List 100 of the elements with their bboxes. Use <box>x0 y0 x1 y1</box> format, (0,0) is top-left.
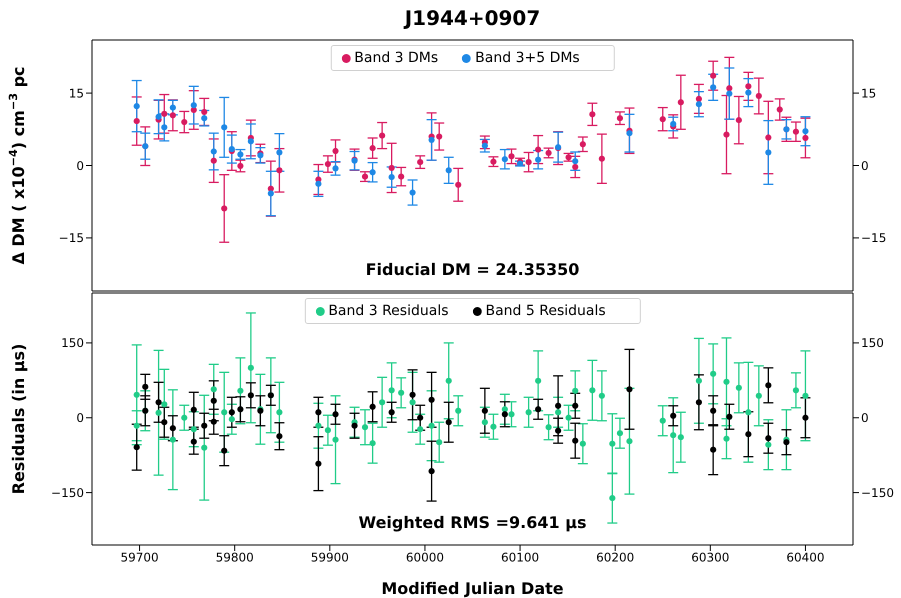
point <box>268 190 274 197</box>
y2-tick-label: 150 <box>861 336 884 350</box>
x-tick-label: 60000 <box>406 550 444 565</box>
point <box>428 468 435 474</box>
point <box>332 411 339 418</box>
legend-label: Band 3 DMs <box>354 50 438 66</box>
point <box>765 435 772 442</box>
chart-title: J1944+0907 <box>402 6 542 30</box>
point <box>802 414 809 421</box>
point <box>502 411 508 418</box>
point <box>745 83 752 90</box>
point <box>351 422 358 429</box>
point <box>660 116 666 122</box>
point <box>546 150 552 156</box>
point <box>670 120 676 128</box>
point <box>776 106 783 113</box>
y-axis-title: Residuals (in μs) <box>9 344 28 494</box>
point <box>276 149 282 156</box>
x-tick-label: 60400 <box>786 550 825 565</box>
annotation: Weighted RMS =9.641 μs <box>358 513 588 532</box>
point <box>161 419 168 426</box>
point <box>616 115 624 122</box>
point <box>765 134 772 141</box>
point <box>696 96 702 102</box>
point <box>237 406 244 412</box>
y2-tick-label: 0 <box>861 158 869 173</box>
point <box>210 148 217 155</box>
point <box>710 84 716 90</box>
point <box>428 136 435 143</box>
point <box>710 446 716 453</box>
point <box>409 392 416 398</box>
point <box>482 142 488 149</box>
point <box>783 439 790 446</box>
point <box>201 115 208 122</box>
point <box>370 145 376 152</box>
point <box>572 164 578 170</box>
point <box>134 444 140 450</box>
point <box>201 108 208 116</box>
point <box>134 103 140 110</box>
point <box>210 418 217 425</box>
point <box>535 406 542 412</box>
point <box>726 414 732 420</box>
point <box>332 148 339 154</box>
y2-tick-label: −150 <box>861 486 894 500</box>
point <box>626 130 633 136</box>
point <box>161 124 168 130</box>
point <box>388 174 395 180</box>
point <box>508 153 515 160</box>
x-tick-label: 60200 <box>596 550 634 565</box>
y2-tick-label: −15 <box>861 231 886 246</box>
y2-tick-label: 0 <box>861 411 869 426</box>
point <box>190 438 197 445</box>
x-tick-label: 60300 <box>691 550 730 565</box>
point <box>490 158 497 165</box>
x-axis-title: Modified Julian Date <box>381 579 564 598</box>
point <box>678 99 684 106</box>
point <box>388 164 395 171</box>
point <box>170 104 176 111</box>
point <box>446 419 452 426</box>
point <box>436 133 442 140</box>
point <box>598 156 605 162</box>
point <box>221 448 228 454</box>
x-tick-label: 60100 <box>500 550 540 565</box>
point <box>134 118 140 124</box>
point <box>696 399 702 406</box>
point <box>589 111 596 118</box>
point <box>792 128 800 135</box>
point <box>756 92 762 100</box>
point <box>482 408 488 414</box>
point <box>723 132 730 138</box>
point <box>802 128 809 134</box>
point <box>526 159 532 166</box>
y-tick-label: −150 <box>51 486 84 500</box>
point <box>248 138 254 144</box>
point <box>572 402 578 409</box>
point <box>398 174 404 180</box>
point <box>237 162 244 170</box>
point <box>315 409 322 416</box>
point <box>710 408 716 414</box>
point <box>502 156 508 162</box>
point <box>210 158 217 164</box>
x-tick-label: 59900 <box>310 550 349 565</box>
point <box>370 404 376 410</box>
point <box>332 165 339 172</box>
point <box>155 114 162 120</box>
legend-label: Band 3+5 DMs <box>475 50 580 66</box>
point <box>765 382 772 388</box>
point <box>315 180 322 187</box>
point <box>248 392 254 398</box>
point <box>745 90 752 96</box>
point <box>170 425 176 432</box>
point <box>210 398 217 404</box>
point <box>535 146 542 153</box>
point <box>417 159 424 166</box>
point <box>181 118 188 126</box>
point <box>726 85 732 92</box>
point <box>370 169 376 176</box>
point <box>237 151 244 158</box>
point <box>409 189 416 196</box>
point <box>362 174 368 180</box>
